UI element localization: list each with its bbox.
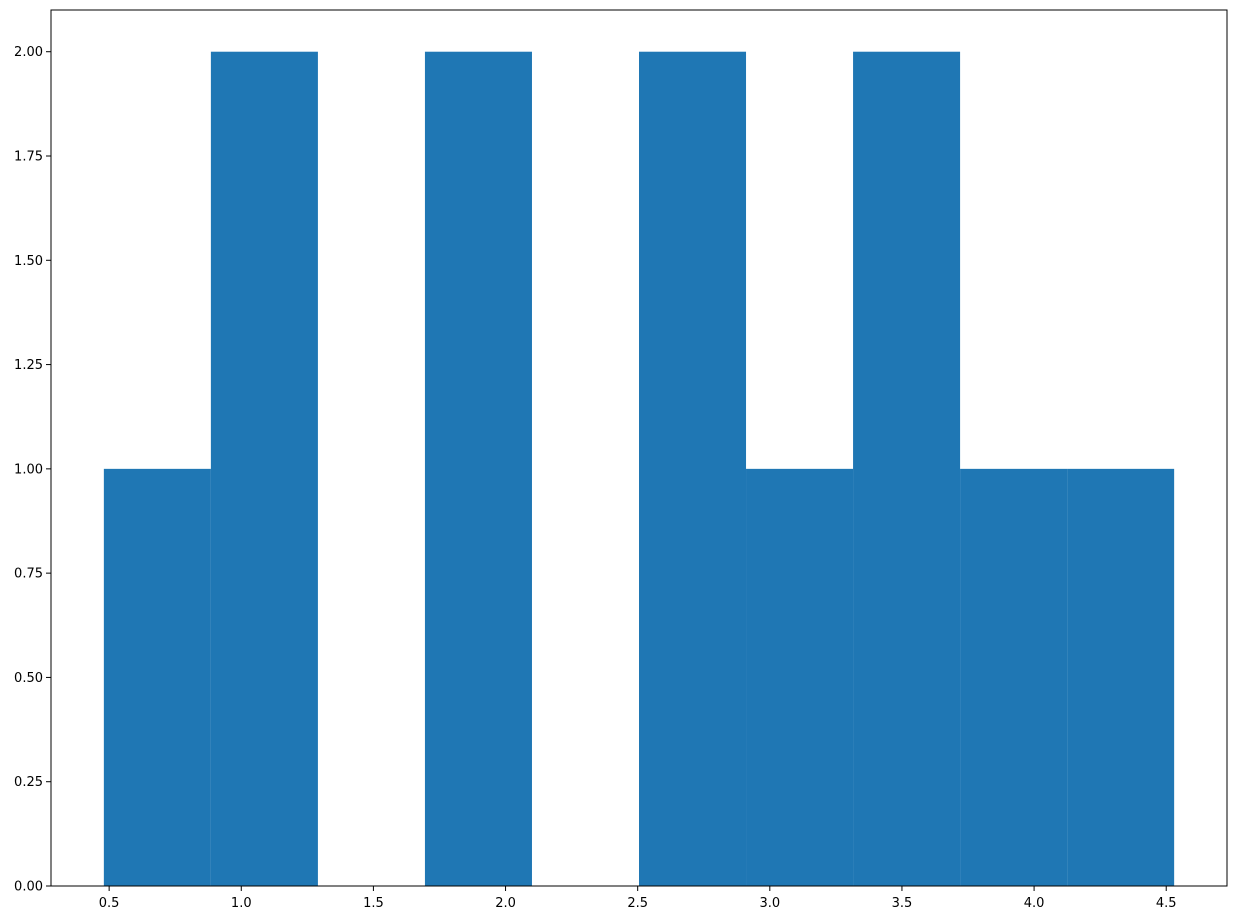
x-tick-label: 1.0 <box>231 896 252 911</box>
histogram-bar-1 <box>210 51 318 886</box>
histogram-bar-5 <box>639 51 747 886</box>
y-tick-label: 0.50 <box>14 671 43 686</box>
x-tick-label: 2.0 <box>495 896 516 911</box>
x-tick-label: 1.5 <box>363 896 384 911</box>
x-tick-label: 4.0 <box>1024 896 1045 911</box>
y-tick-label: 1.75 <box>14 150 43 165</box>
x-tick-label: 3.5 <box>892 896 913 911</box>
x-tick-label: 0.5 <box>99 896 120 911</box>
y-tick-label: 2.00 <box>14 45 43 60</box>
histogram-bar-6 <box>746 468 854 886</box>
histogram-bar-0 <box>103 468 211 886</box>
y-tick-label: 0.25 <box>14 775 43 790</box>
y-tick-label: 1.50 <box>14 254 43 269</box>
x-tick-label: 3.0 <box>759 896 780 911</box>
x-axis-ticks: 0.5 1.0 1.5 2.0 2.5 3.0 3.5 4.0 4.5 <box>99 886 1177 911</box>
y-tick-label: 0.00 <box>14 880 43 895</box>
plot-frame <box>50 9 1228 887</box>
y-tick-label: 1.00 <box>14 462 43 477</box>
histogram-bar-7 <box>853 51 961 886</box>
x-tick-label: 2.5 <box>627 896 648 911</box>
bars-layer <box>103 51 1175 886</box>
x-tick-label: 4.5 <box>1156 896 1177 911</box>
y-tick-label: 0.75 <box>14 567 43 582</box>
histogram-bar-9 <box>1067 468 1175 886</box>
y-tick-label: 1.25 <box>14 358 43 373</box>
histogram-bar-3 <box>424 51 532 886</box>
histogram-bar-8 <box>960 468 1068 886</box>
y-axis-ticks: 0.00 0.25 0.50 0.75 1.00 1.25 1.50 1.75 2.00 <box>14 45 51 895</box>
